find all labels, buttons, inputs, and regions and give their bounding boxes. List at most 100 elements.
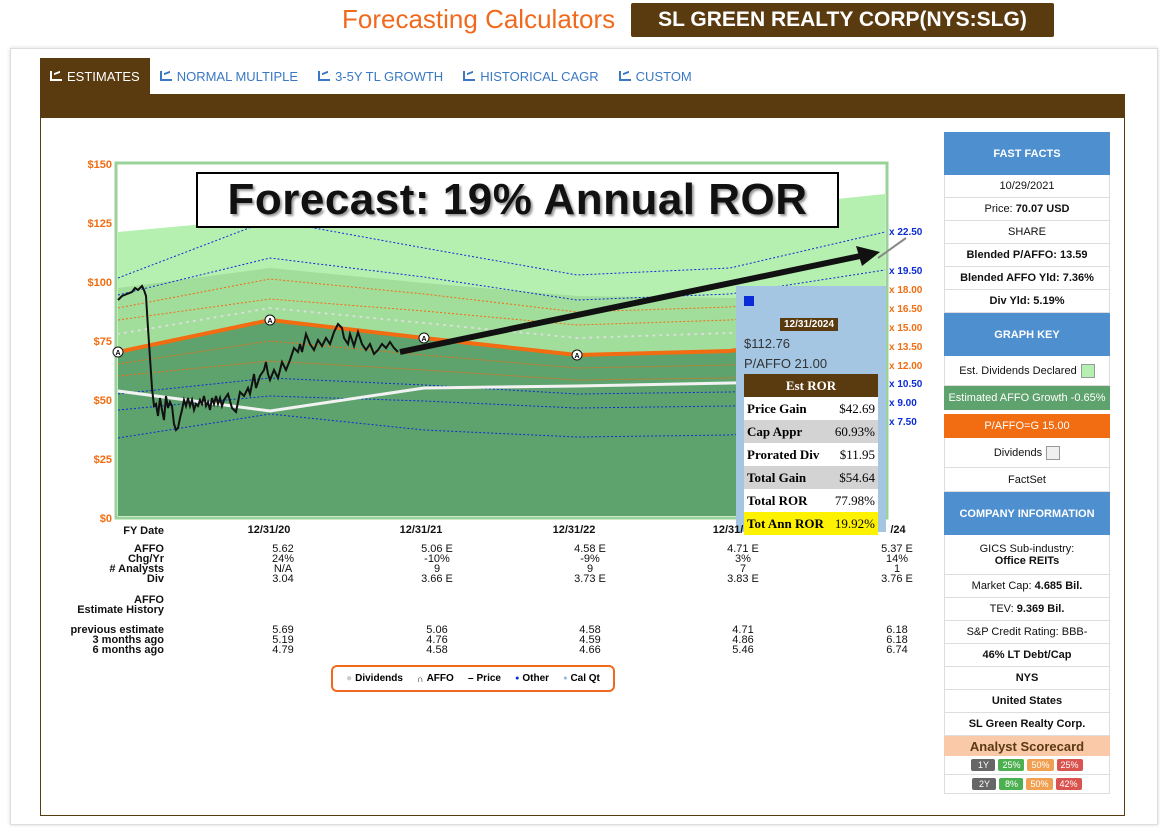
ror-value: $54.64 <box>839 469 875 485</box>
multiple-label: x 22.50 <box>889 227 923 238</box>
tev: TEV: 9.369 Bil. <box>944 598 1110 621</box>
x-axis-label: 12/31/21 <box>399 524 443 536</box>
tab-normal-multiple[interactable]: NORMAL MULTIPLE <box>150 58 308 94</box>
estimated-affo-growth[interactable]: Estimated AFFO Growth -0.65% <box>944 386 1110 410</box>
dot-icon: ● <box>346 673 353 684</box>
ror-label: Total ROR <box>747 492 808 508</box>
ror-row-tot-ann-ror: Tot Ann ROR 19.92% <box>744 512 878 535</box>
y-axis-ticks: $0 $25 $50 $75 $100 $125 $150 <box>88 159 112 525</box>
legend-label: Dividends <box>355 673 403 684</box>
tev-value: 9.369 Bil. <box>1016 603 1065 615</box>
dividends-toggle[interactable]: Dividends <box>944 438 1110 468</box>
ror-label: Tot Ann ROR <box>747 515 824 531</box>
analyst-scorecard-title: Analyst Scorecard <box>944 736 1110 756</box>
tab-label: ESTIMATES <box>67 68 140 84</box>
p-affo-normal-toggle[interactable]: P/AFFO=G 15.00 <box>944 414 1110 438</box>
m3-value: 5.19 <box>272 634 294 646</box>
legend-label: Cal Qt <box>570 673 600 684</box>
multiple-label: x 15.00 <box>889 323 923 334</box>
ror-label: Total Gain <box>747 469 807 485</box>
x-axis-label: 12/31/20 <box>247 524 291 536</box>
affo-value: 5.62 <box>272 543 294 555</box>
chg-row-label: Chg/Yr <box>127 553 164 565</box>
legend-dividends[interactable]: ● Dividends <box>346 673 403 684</box>
multiple-label: x 10.50 <box>889 379 923 390</box>
m6-value: 4.58 <box>426 644 448 656</box>
prev-value: 5.69 <box>272 624 294 636</box>
tab-underline-bar <box>40 94 1125 118</box>
affo-marker-letter: A <box>115 350 120 357</box>
legend-other[interactable]: ● Other <box>515 673 549 684</box>
ror-value: 77.98% <box>834 492 875 508</box>
ror-value: 60.93% <box>834 423 875 439</box>
m6-value: 4.79 <box>272 644 294 656</box>
tab-estimates[interactable]: ESTIMATES <box>40 58 150 94</box>
affo-marker <box>418 332 430 344</box>
prev-value: 4.71 <box>732 624 754 636</box>
affo-marker-letter: A <box>574 353 579 360</box>
chg-value: 24% <box>271 553 295 565</box>
multiple-label: x 19.50 <box>889 266 923 277</box>
share-link[interactable]: SHARE <box>944 221 1110 244</box>
y-tick-label: $100 <box>88 277 112 289</box>
score-period: 1Y <box>971 759 996 771</box>
forecast-arrow-head <box>856 246 880 266</box>
dash-icon: – <box>467 673 474 684</box>
legend-label: AFFO <box>426 673 454 684</box>
tev-label: TEV: <box>989 603 1014 615</box>
div-value: 3.66 E <box>421 573 453 585</box>
6-months-label: 6 months ago <box>92 644 164 656</box>
m3-value: 6.18 <box>886 634 908 646</box>
analysts-value: 9 <box>586 563 594 575</box>
legend-price[interactable]: – Price <box>468 673 501 684</box>
multiple-line-18-00 <box>117 278 886 313</box>
affo-value: 4.58 E <box>574 543 606 555</box>
forecast-chart: $0 $25 $50 $75 $100 $125 $150 <box>88 159 923 525</box>
multiple-label: x 9.00 <box>889 398 917 409</box>
gics-sub-industry: GICS Sub-industry: Office REITs <box>944 535 1110 575</box>
chart-legend: ● Dividends ∩ AFFO – Price ● Other ● Cal Qt <box>331 665 615 692</box>
tab-historical-cagr[interactable]: HISTORICAL CAGR <box>453 58 608 94</box>
3-months-label: 3 months ago <box>92 634 164 646</box>
chart-icon <box>50 71 62 81</box>
ror-value: $42.69 <box>839 400 875 416</box>
score-beat: 8% <box>999 778 1024 790</box>
affo-row-label: AFFO <box>134 543 164 555</box>
x-axis-label: 12/31/22 <box>552 524 596 536</box>
affo-value: 5.37 E <box>881 543 913 555</box>
facts-date: 10/29/2021 <box>944 175 1110 198</box>
table-column: 5.62 24% N/A 3.04 5.69 5.19 4.79 <box>243 543 323 656</box>
legend-affo[interactable]: ∩ AFFO <box>417 673 454 684</box>
gics-value: Office REITs <box>994 554 1060 567</box>
affo-value: 4.71 E <box>727 543 759 555</box>
tab-3-5y-tl-growth[interactable]: 3-5Y TL GROWTH <box>308 58 453 94</box>
prev-value: 5.06 <box>426 624 448 636</box>
legend-cal-qt[interactable]: ● Cal Qt <box>563 673 600 684</box>
price-line <box>117 284 399 432</box>
forecast-arrow <box>399 251 871 355</box>
x-axis-label: 12/31/ <box>712 524 744 536</box>
chart-icon <box>159 71 172 81</box>
est-div-label: Est. Dividends Declared <box>959 364 1077 377</box>
chg-value: -9% <box>580 553 600 565</box>
score-beat: 25% <box>998 759 1025 771</box>
ror-row-cap-appr: Cap Appr 60.93% <box>744 420 878 443</box>
est-dividends-toggle[interactable]: Est. Dividends Declared <box>944 356 1110 386</box>
affo-markers: A A A A <box>112 314 583 361</box>
dividends-label: Dividends <box>993 446 1043 459</box>
m6-value: 5.46 <box>732 644 754 656</box>
table-column: 4.58 E -9% 9 3.73 E 4.58 4.59 4.66 <box>550 543 630 656</box>
div-value: 3.83 E <box>727 573 759 585</box>
score-meet: 50% <box>1026 778 1053 790</box>
y-tick-label: $25 <box>94 454 112 466</box>
legend-label: Other <box>522 673 550 684</box>
tab-custom[interactable]: CUSTOM <box>609 58 702 94</box>
x-axis-label: /24 <box>890 524 906 536</box>
prev-value: 4.58 <box>579 624 601 636</box>
tab-label: CUSTOM <box>635 68 692 84</box>
chg-value: -10% <box>424 553 450 565</box>
dot-icon: ● <box>563 675 568 682</box>
plot-area-border <box>114 161 889 520</box>
graph-key-header: GRAPH KEY <box>944 313 1110 356</box>
